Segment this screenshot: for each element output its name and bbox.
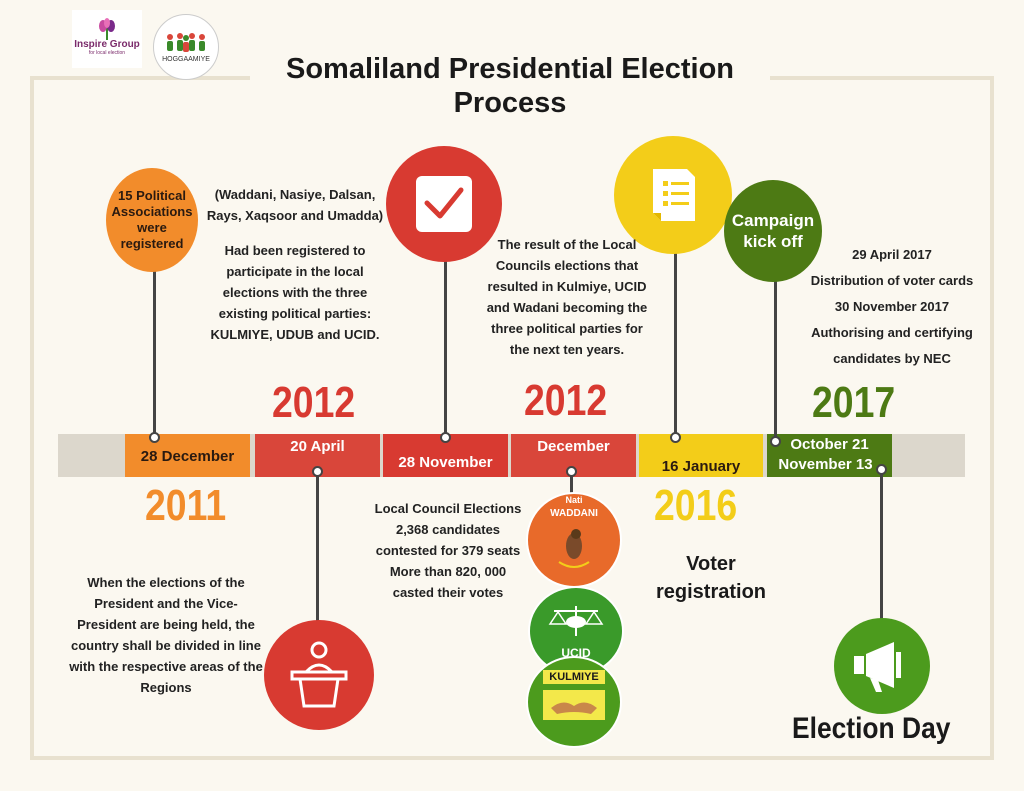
connector-line bbox=[880, 470, 883, 620]
year-2011: 2011 bbox=[145, 481, 227, 530]
segment-date: October 21 bbox=[790, 436, 869, 453]
voter-registration-label: Voter registration bbox=[655, 553, 767, 603]
associations-list-text: (Waddani, Nasiye, Dalsan, Rays, Xaqsoor … bbox=[206, 187, 384, 223]
connector-dot bbox=[312, 466, 323, 477]
division-text: When the elections of the President and … bbox=[69, 575, 263, 695]
nec-schedule: 29 April 2017 Distribution of voter card… bbox=[806, 242, 978, 372]
waddani-top-text: Nati bbox=[565, 495, 583, 505]
hoggaamiye-name: HOGGAAMIYE bbox=[162, 55, 210, 63]
connector-dot bbox=[566, 466, 577, 477]
election-day-label: Election Day bbox=[792, 712, 951, 745]
nec-date-2: 30 November 2017 bbox=[834, 299, 950, 314]
inspire-group-name: Inspire Group bbox=[74, 39, 140, 50]
connector-dot bbox=[770, 436, 781, 447]
connector-dot bbox=[149, 432, 160, 443]
segment-2017: October 21 November 13 bbox=[767, 434, 892, 477]
checkbox-circle bbox=[386, 146, 502, 262]
megaphone-circle bbox=[834, 618, 930, 714]
segment-date: 16 January bbox=[661, 458, 741, 475]
segment-2011-december: 28 December bbox=[125, 434, 250, 477]
waddani-name: WADDANI bbox=[550, 508, 598, 519]
bird-icon bbox=[558, 529, 590, 568]
inspire-group-logo: Inspire Group for local election bbox=[72, 10, 142, 68]
segment-date: December bbox=[537, 438, 610, 455]
segment-date: 28 November bbox=[398, 454, 493, 471]
year-2012-a: 2012 bbox=[272, 378, 356, 427]
connector-line bbox=[444, 250, 447, 436]
result-text: The result of the Local Councils electio… bbox=[486, 237, 648, 357]
year-2012-b: 2012 bbox=[524, 376, 608, 425]
connector-line bbox=[774, 280, 777, 440]
nec-event-1: Distribution of voter cards bbox=[810, 273, 974, 288]
connector-dot bbox=[876, 464, 887, 475]
nec-date-1: 29 April 2017 bbox=[852, 247, 932, 262]
year-2016: 2016 bbox=[654, 481, 738, 530]
scale-icon bbox=[548, 606, 604, 636]
segment-date: 28 December bbox=[140, 448, 235, 465]
checkbox-icon bbox=[416, 176, 472, 232]
document-circle bbox=[614, 136, 732, 254]
campaign-circle: Campaign kick off bbox=[724, 180, 822, 282]
hoggaamiye-logo: HOGGAAMIYE bbox=[153, 14, 219, 80]
nec-event-2: Authorising and certifying candidates by… bbox=[811, 325, 973, 366]
megaphone-icon bbox=[854, 642, 901, 692]
document-icon bbox=[653, 169, 695, 221]
associations-circle: 15 Political Associations were registere… bbox=[106, 168, 198, 272]
connector-dot bbox=[440, 432, 451, 443]
people-icon bbox=[167, 32, 205, 52]
connector-line bbox=[316, 470, 319, 630]
connector-line bbox=[674, 250, 677, 436]
podium-circle bbox=[264, 620, 374, 730]
waddani-logo: Nati WADDANI bbox=[526, 492, 622, 588]
kulmiye-name: KULMIYE bbox=[543, 670, 605, 684]
segment-2016-january: 16 January bbox=[639, 434, 763, 477]
inspire-group-tag: for local election bbox=[88, 50, 126, 56]
local-elections-text: Local Council Elections 2,368 candidates… bbox=[374, 501, 522, 600]
segment-date: 20 April bbox=[290, 438, 345, 455]
connector-line bbox=[153, 270, 156, 436]
year-2017: 2017 bbox=[812, 378, 896, 427]
podium-speaker-icon bbox=[290, 641, 348, 708]
page-title: Somaliland Presidential Election Process bbox=[250, 52, 770, 120]
sprout-icon bbox=[99, 18, 115, 40]
kulmiye-logo: KULMIYE bbox=[526, 656, 622, 748]
segment-date-2: November 13 bbox=[778, 456, 873, 473]
associations-detail-text: Had been registered to participate in th… bbox=[210, 243, 380, 342]
handshake-icon bbox=[543, 690, 605, 720]
connector-dot bbox=[670, 432, 681, 443]
